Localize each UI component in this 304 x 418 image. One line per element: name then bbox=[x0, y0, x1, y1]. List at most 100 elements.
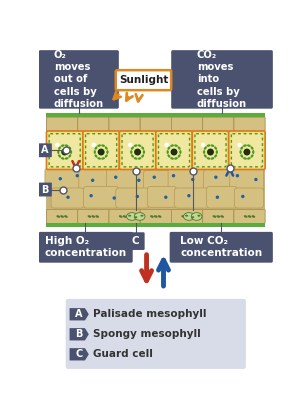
Ellipse shape bbox=[95, 215, 99, 218]
Circle shape bbox=[112, 196, 116, 200]
Ellipse shape bbox=[134, 144, 137, 147]
FancyBboxPatch shape bbox=[83, 131, 119, 170]
Ellipse shape bbox=[101, 157, 105, 160]
Circle shape bbox=[214, 176, 218, 179]
Ellipse shape bbox=[185, 215, 189, 218]
Ellipse shape bbox=[251, 215, 255, 218]
Ellipse shape bbox=[134, 216, 137, 218]
Circle shape bbox=[241, 195, 244, 198]
Ellipse shape bbox=[58, 146, 61, 150]
Circle shape bbox=[153, 176, 156, 179]
Circle shape bbox=[92, 143, 96, 147]
Ellipse shape bbox=[101, 144, 105, 147]
FancyBboxPatch shape bbox=[195, 134, 226, 167]
Circle shape bbox=[244, 148, 250, 155]
FancyBboxPatch shape bbox=[229, 131, 265, 170]
FancyBboxPatch shape bbox=[116, 70, 171, 90]
Ellipse shape bbox=[92, 215, 95, 218]
Ellipse shape bbox=[126, 215, 130, 218]
Ellipse shape bbox=[178, 154, 181, 158]
Ellipse shape bbox=[150, 215, 154, 218]
FancyBboxPatch shape bbox=[204, 170, 233, 190]
Ellipse shape bbox=[178, 146, 181, 150]
Ellipse shape bbox=[57, 150, 60, 154]
Circle shape bbox=[89, 194, 93, 197]
Ellipse shape bbox=[243, 157, 247, 160]
FancyBboxPatch shape bbox=[45, 168, 82, 191]
Ellipse shape bbox=[65, 144, 68, 147]
Text: A: A bbox=[75, 309, 83, 319]
Ellipse shape bbox=[88, 215, 91, 218]
Ellipse shape bbox=[140, 215, 143, 217]
Ellipse shape bbox=[131, 154, 134, 158]
FancyBboxPatch shape bbox=[51, 188, 84, 208]
Circle shape bbox=[171, 148, 178, 155]
Circle shape bbox=[61, 148, 68, 155]
Ellipse shape bbox=[106, 150, 109, 154]
Ellipse shape bbox=[167, 150, 169, 154]
Ellipse shape bbox=[58, 154, 61, 158]
Ellipse shape bbox=[154, 215, 158, 218]
Ellipse shape bbox=[97, 144, 101, 147]
Ellipse shape bbox=[131, 146, 134, 150]
Ellipse shape bbox=[250, 154, 254, 158]
Ellipse shape bbox=[204, 154, 207, 158]
Text: O₂
moves
out of
cells by
diffusion: O₂ moves out of cells by diffusion bbox=[54, 50, 104, 109]
Circle shape bbox=[66, 196, 70, 199]
Circle shape bbox=[172, 174, 175, 177]
FancyBboxPatch shape bbox=[122, 134, 153, 167]
FancyBboxPatch shape bbox=[127, 232, 145, 250]
Ellipse shape bbox=[216, 150, 218, 154]
FancyBboxPatch shape bbox=[38, 183, 52, 196]
Ellipse shape bbox=[212, 215, 216, 218]
FancyBboxPatch shape bbox=[39, 232, 133, 263]
FancyBboxPatch shape bbox=[109, 117, 140, 131]
Ellipse shape bbox=[252, 150, 254, 154]
FancyBboxPatch shape bbox=[203, 209, 234, 223]
FancyBboxPatch shape bbox=[158, 134, 190, 167]
Ellipse shape bbox=[247, 157, 251, 160]
FancyBboxPatch shape bbox=[234, 209, 265, 223]
Ellipse shape bbox=[174, 144, 178, 147]
Ellipse shape bbox=[204, 146, 207, 150]
Ellipse shape bbox=[56, 215, 60, 218]
Ellipse shape bbox=[184, 213, 194, 220]
Ellipse shape bbox=[243, 144, 247, 147]
Ellipse shape bbox=[95, 154, 98, 158]
Text: Guard cell: Guard cell bbox=[93, 349, 153, 359]
Ellipse shape bbox=[105, 154, 108, 158]
Ellipse shape bbox=[250, 146, 254, 150]
Polygon shape bbox=[70, 308, 89, 321]
Ellipse shape bbox=[214, 146, 217, 150]
FancyBboxPatch shape bbox=[231, 134, 262, 167]
Ellipse shape bbox=[138, 157, 141, 160]
Text: Low CO₂
concentration: Low CO₂ concentration bbox=[180, 236, 262, 258]
Ellipse shape bbox=[94, 150, 96, 154]
FancyBboxPatch shape bbox=[116, 188, 149, 208]
Text: C: C bbox=[132, 236, 140, 246]
Ellipse shape bbox=[70, 150, 72, 154]
Ellipse shape bbox=[240, 150, 242, 154]
FancyBboxPatch shape bbox=[156, 131, 192, 170]
Circle shape bbox=[59, 177, 62, 181]
Ellipse shape bbox=[170, 157, 174, 160]
FancyBboxPatch shape bbox=[39, 50, 119, 109]
FancyBboxPatch shape bbox=[230, 168, 264, 191]
Ellipse shape bbox=[216, 215, 220, 218]
Bar bbox=[47, 113, 265, 117]
Circle shape bbox=[201, 143, 206, 147]
Text: Spongy mesophyll: Spongy mesophyll bbox=[93, 329, 200, 339]
FancyBboxPatch shape bbox=[78, 209, 109, 223]
Circle shape bbox=[91, 178, 94, 182]
FancyBboxPatch shape bbox=[234, 117, 265, 131]
Ellipse shape bbox=[105, 146, 108, 150]
Ellipse shape bbox=[68, 146, 71, 150]
FancyBboxPatch shape bbox=[47, 131, 83, 170]
Circle shape bbox=[55, 143, 60, 147]
FancyBboxPatch shape bbox=[49, 134, 80, 167]
FancyBboxPatch shape bbox=[207, 186, 237, 208]
Ellipse shape bbox=[141, 146, 144, 150]
Ellipse shape bbox=[214, 154, 217, 158]
FancyBboxPatch shape bbox=[192, 131, 229, 170]
FancyBboxPatch shape bbox=[47, 209, 78, 223]
